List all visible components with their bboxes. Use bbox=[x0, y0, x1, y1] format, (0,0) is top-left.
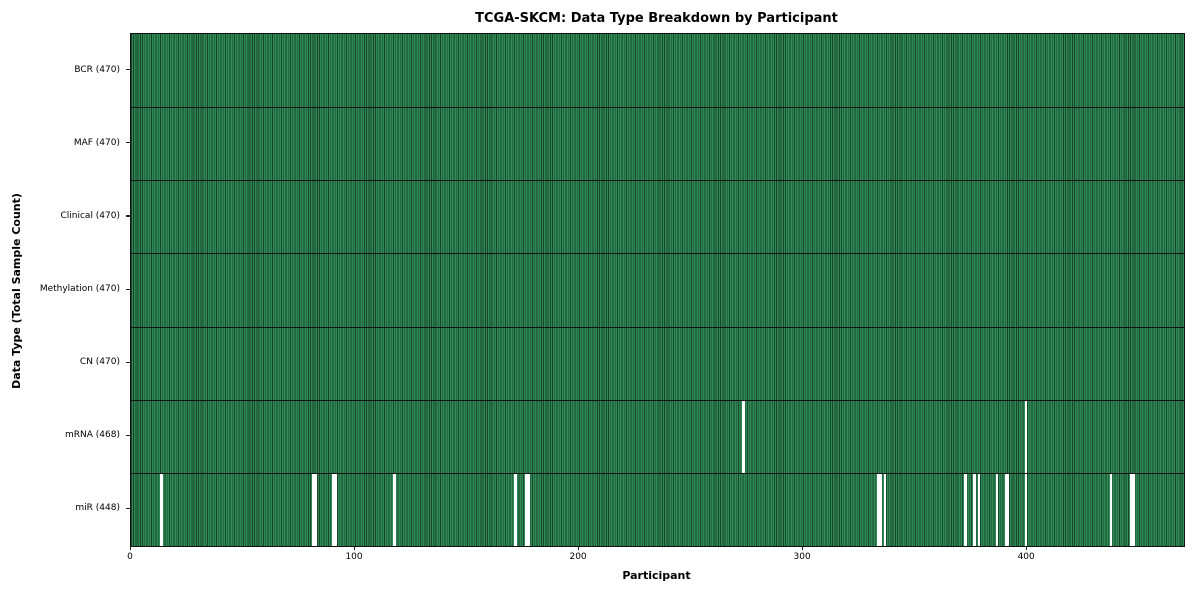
y-tick-mark bbox=[126, 434, 130, 436]
x-tick-mark bbox=[578, 546, 580, 550]
y-tick-mark bbox=[126, 288, 130, 290]
absent-cell bbox=[1130, 472, 1133, 546]
x-tick-label-0: 0 bbox=[127, 552, 133, 562]
heatmap-row-miR bbox=[131, 472, 1184, 546]
absent-cell bbox=[314, 472, 318, 546]
absent-cell bbox=[1024, 399, 1028, 473]
x-axis-label: Participant bbox=[622, 569, 691, 582]
heatmap-row-Clinical bbox=[131, 180, 1184, 254]
absent-cell bbox=[334, 472, 338, 546]
x-tick-label-100: 100 bbox=[345, 552, 363, 562]
absent-cell bbox=[513, 472, 517, 546]
absent-cell bbox=[1109, 472, 1113, 546]
absent-cell bbox=[977, 472, 981, 546]
absent-cell bbox=[742, 399, 746, 473]
row-divider bbox=[131, 253, 1184, 255]
row-divider bbox=[131, 472, 1184, 474]
absent-cell bbox=[392, 472, 396, 546]
absent-cell bbox=[883, 472, 887, 546]
y-tick-label-mRNA: mRNA (468) bbox=[65, 430, 120, 441]
absent-cell bbox=[525, 472, 528, 546]
y-tick-label-CN: CN (470) bbox=[79, 357, 120, 368]
absent-cell bbox=[312, 472, 315, 546]
y-tick-label-BCR: BCR (470) bbox=[74, 64, 120, 75]
absent-cell bbox=[1006, 472, 1010, 546]
row-divider bbox=[131, 399, 1184, 401]
absent-cell bbox=[964, 472, 967, 546]
heatmap-row-Methylation bbox=[131, 253, 1184, 327]
absent-cell bbox=[1004, 472, 1008, 546]
y-tick-label-Methylation: Methylation (470) bbox=[39, 284, 120, 294]
y-tick-mark bbox=[126, 142, 130, 144]
x-tick-label-200: 200 bbox=[569, 552, 587, 562]
heatmap-row-mRNA bbox=[131, 399, 1184, 473]
x-tick-label-300: 300 bbox=[793, 552, 811, 562]
x-tick-mark bbox=[130, 546, 132, 550]
absent-cell bbox=[973, 472, 976, 546]
y-tick-label-MAF: MAF (470) bbox=[73, 137, 120, 148]
x-tick-mark bbox=[1026, 546, 1028, 550]
y-tick-mark bbox=[126, 361, 130, 363]
heatmap-row-MAF bbox=[131, 107, 1184, 181]
x-tick-mark bbox=[802, 546, 804, 550]
absent-cell bbox=[527, 472, 530, 546]
absent-cell bbox=[879, 472, 882, 546]
y-tick-label-Clinical: Clinical (470) bbox=[60, 210, 120, 221]
absent-cell bbox=[1024, 472, 1028, 546]
plot-area: Present Absent bbox=[130, 33, 1185, 547]
y-tick-mark bbox=[126, 507, 130, 510]
absent-cell bbox=[876, 472, 880, 546]
x-tick-label-400: 400 bbox=[1017, 552, 1035, 562]
absent-cell bbox=[1132, 472, 1135, 546]
absent-cell bbox=[332, 472, 336, 546]
absent-cell bbox=[159, 472, 163, 546]
row-divider bbox=[131, 326, 1184, 328]
absent-cell bbox=[995, 472, 999, 546]
y-tick-mark bbox=[126, 69, 130, 71]
y-tick-label-miR: miR (448) bbox=[75, 503, 120, 514]
heatmap-row-BCR bbox=[131, 34, 1184, 108]
x-tick-mark bbox=[354, 546, 356, 550]
row-divider bbox=[131, 180, 1184, 182]
heatmap-row-CN bbox=[131, 326, 1184, 400]
row-divider bbox=[131, 107, 1184, 109]
chart-title: TCGA-SKCM: Data Type Breakdown by Partic… bbox=[475, 11, 838, 26]
y-tick-mark bbox=[126, 215, 130, 217]
